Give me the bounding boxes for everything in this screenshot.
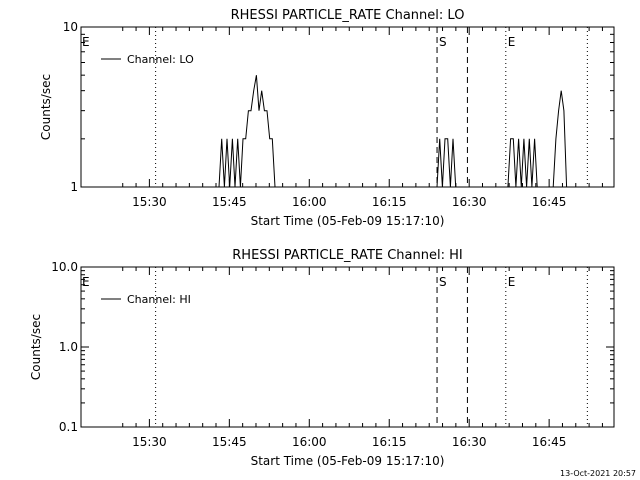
panel2-y-tick-label: 0.1	[59, 420, 78, 434]
panel2-marker-label: E	[508, 275, 516, 289]
panel1-x-tick-label: 16:45	[532, 195, 567, 209]
panel2-y-axis-label: Counts/sec	[29, 314, 43, 380]
panel2-x-tick-label: 16:30	[452, 435, 487, 449]
panel1-x-tick-label: 16:30	[452, 195, 487, 209]
panel2-x-tick-label: 16:45	[532, 435, 567, 449]
panel1-title: RHESSI PARTICLE_RATE Channel: LO	[231, 8, 465, 23]
panel2-marker-label: S	[439, 275, 447, 289]
panel2-y-tick-label: 10.0	[51, 260, 78, 274]
panel2-left-marker-label: E	[82, 275, 90, 289]
panel1-x-tick-label: 15:30	[132, 195, 167, 209]
panel1-y-tick-label: 1	[70, 180, 78, 194]
panel1-x-axis-label: Start Time (05-Feb-09 15:17:10)	[251, 214, 445, 228]
panel2-legend-label: Channel: HI	[127, 293, 191, 306]
panel2-x-tick-label: 16:00	[292, 435, 327, 449]
panel2-plot-frame	[80, 266, 615, 428]
panel1-y-axis-label: Counts/sec	[39, 74, 53, 140]
panel1-x-tick-label: 16:00	[292, 195, 327, 209]
panel2-y-tick-label: 1.0	[59, 340, 78, 354]
panel2-x-tick-label: 15:45	[212, 435, 247, 449]
panel2-x-tick-label: 15:30	[132, 435, 167, 449]
panel1-plot-frame	[80, 26, 615, 188]
panel1-legend-label: Channel: LO	[127, 53, 194, 66]
panel2-x-axis-label: Start Time (05-Feb-09 15:17:10)	[251, 454, 445, 468]
panel1-x-tick-label: 15:45	[212, 195, 247, 209]
panel1-marker-label: E	[508, 35, 516, 49]
panel1-marker-label: S	[439, 35, 447, 49]
panel1-left-marker-label: E	[82, 35, 90, 49]
panel1-series-line-0	[218, 75, 586, 188]
panel2-x-tick-label: 16:15	[372, 435, 407, 449]
panel2-title: RHESSI PARTICLE_RATE Channel: HI	[232, 248, 462, 263]
panel1-y-tick-label: 10	[63, 20, 78, 34]
footer-timestamp: 13-Oct-2021 20:57	[560, 469, 636, 478]
panel1-x-tick-label: 16:15	[372, 195, 407, 209]
